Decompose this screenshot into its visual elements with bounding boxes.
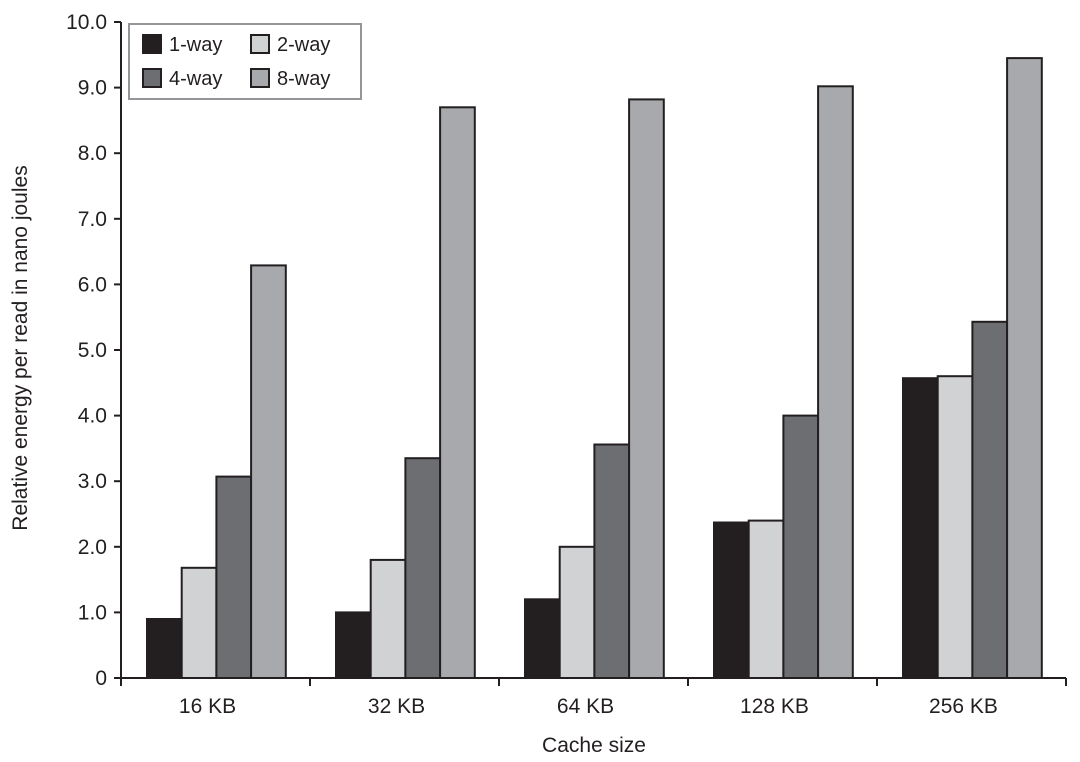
bar (404, 457, 442, 680)
y-axis-title: Relative energy per read in nano joules (9, 165, 32, 530)
legend-item: 2-way (250, 34, 330, 56)
bar (180, 566, 218, 679)
y-tick-label: 5.0 (78, 339, 107, 362)
bar (902, 377, 939, 679)
bar (558, 545, 596, 679)
legend-swatch (142, 68, 162, 88)
bar (250, 264, 287, 679)
legend: 1-way 2-way 4-way 8-way (128, 23, 362, 100)
bar (713, 521, 750, 679)
bar-group (902, 57, 1043, 680)
bar (593, 443, 631, 679)
bar (146, 618, 183, 679)
bar (628, 98, 665, 679)
y-tick-label: 2.0 (78, 536, 107, 559)
x-tick-label: 256 KB (929, 695, 998, 718)
bar-group (335, 106, 476, 680)
bar (335, 611, 372, 680)
bar (782, 414, 820, 679)
bar (524, 598, 561, 679)
y-tick-label: 3.0 (78, 470, 107, 493)
bar (817, 85, 854, 680)
legend-swatch (142, 34, 162, 54)
bar-group (524, 98, 665, 679)
y-tick-label: 8.0 (78, 142, 107, 165)
legend-item: 4-way (142, 68, 222, 90)
legend-item: 1-way (142, 34, 222, 56)
legend-item: 8-way (250, 68, 330, 90)
bar (439, 106, 476, 680)
y-tick-label: 6.0 (78, 273, 107, 296)
x-axis-ticks: 16 KB 32 KB 64 KB 128 KB 256 KB (179, 678, 1067, 718)
x-tick-label: 16 KB (179, 695, 236, 718)
legend-label: 4-way (169, 68, 222, 90)
x-tick-label: 64 KB (557, 695, 614, 718)
y-axis-ticks: 0 1.0 2.0 3.0 4.0 5.0 6.0 7.0 8.0 9.0 10.0 (66, 11, 121, 690)
legend-swatch (250, 34, 270, 54)
bar (369, 558, 407, 680)
bar-group (713, 85, 854, 680)
bar (1006, 57, 1043, 680)
legend-label: 1-way (169, 34, 222, 56)
legend-label: 8-way (277, 68, 330, 90)
y-tick-label: 0 (95, 667, 107, 690)
y-tick-label: 1.0 (78, 601, 107, 624)
x-axis-title: Cache size (542, 734, 646, 757)
y-tick-label: 4.0 (78, 405, 107, 428)
bar (747, 519, 785, 679)
legend-swatch (250, 68, 270, 88)
axes (114, 22, 1066, 686)
y-tick-label: 7.0 (78, 208, 107, 231)
bars-layer (146, 57, 1043, 680)
bar (215, 475, 253, 679)
legend-box (128, 23, 362, 100)
x-tick-label: 128 KB (740, 695, 809, 718)
x-tick-label: 32 KB (368, 695, 425, 718)
y-tick-label: 9.0 (78, 77, 107, 100)
bar-group (146, 264, 287, 679)
bar (971, 320, 1009, 679)
bar (936, 375, 974, 679)
y-tick-label: 10.0 (66, 11, 107, 34)
legend-label: 2-way (277, 34, 330, 56)
